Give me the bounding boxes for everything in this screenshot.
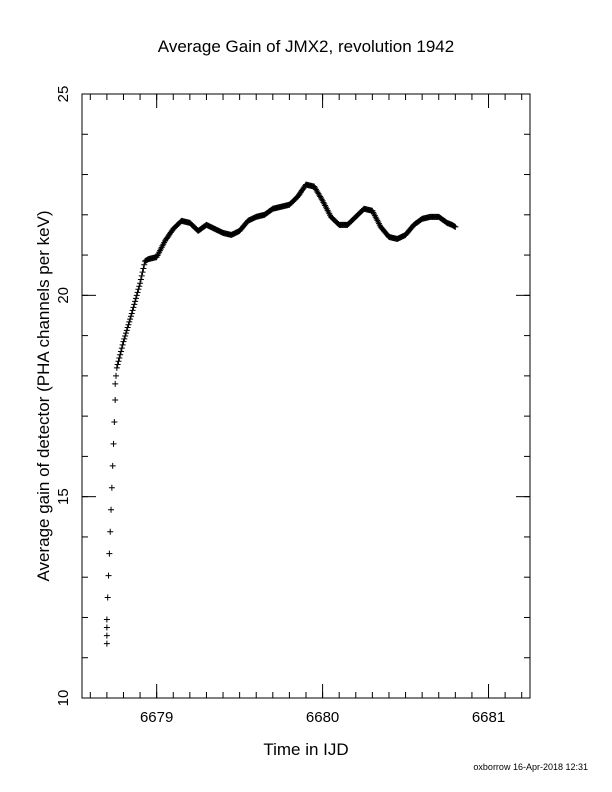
data-point	[118, 345, 125, 352]
data-point	[131, 301, 138, 308]
y-tick-label: 10	[55, 690, 72, 707]
data-point	[451, 223, 458, 230]
data-point	[122, 330, 129, 337]
data-point	[132, 298, 139, 305]
data-point	[135, 286, 142, 293]
tick-labels: 6679 6680 6681 10 15 20 25	[55, 86, 505, 726]
data-point	[120, 338, 127, 345]
data-point	[130, 304, 137, 311]
data-point	[139, 269, 146, 276]
x-tick-label: 6679	[140, 709, 173, 726]
data-point	[103, 632, 110, 639]
data-point	[127, 313, 134, 320]
data-point	[137, 276, 144, 283]
data-point	[129, 307, 136, 314]
x-tick-label: 6680	[306, 709, 339, 726]
data-point	[137, 280, 144, 287]
x-axis-label: Time in IJD	[263, 740, 348, 759]
data-point	[103, 640, 110, 647]
y-tick-label: 15	[55, 488, 72, 505]
data-point	[140, 265, 147, 272]
data-point	[122, 333, 129, 340]
data-point	[136, 283, 143, 290]
data-point	[123, 327, 130, 334]
data-point	[104, 594, 111, 601]
data-point	[109, 462, 116, 469]
data-point	[132, 295, 139, 302]
data-point	[117, 348, 124, 355]
data-point	[318, 196, 325, 203]
axis-ticks	[82, 93, 530, 699]
data-point	[134, 289, 141, 296]
data-point	[138, 272, 145, 279]
data-point	[106, 550, 113, 557]
y-axis-label: Average gain of detector (PHA channels p…	[34, 210, 53, 581]
y-tick-label: 25	[55, 86, 72, 103]
data-point	[105, 572, 112, 579]
data-point	[110, 440, 117, 447]
data-point	[108, 506, 115, 513]
data-point	[111, 418, 118, 425]
data-point	[114, 361, 121, 368]
footer-credit: oxborrow 16-Apr-2018 12:31	[473, 762, 588, 772]
data-point	[113, 372, 120, 379]
data-point	[108, 484, 115, 491]
data-point	[103, 624, 110, 631]
data-point	[119, 341, 126, 348]
y-tick-label: 20	[55, 287, 72, 304]
data-point	[141, 261, 148, 268]
data-point	[128, 310, 135, 317]
data-point	[103, 616, 110, 623]
data-point	[133, 292, 140, 299]
data-point	[121, 335, 128, 342]
data-point	[107, 528, 114, 535]
data-points	[103, 181, 459, 647]
data-point	[112, 397, 119, 404]
x-tick-label: 6681	[472, 709, 505, 726]
data-point	[113, 364, 120, 371]
data-point	[127, 316, 134, 323]
data-point	[126, 318, 133, 325]
data-point	[115, 358, 122, 365]
data-point	[452, 223, 459, 230]
data-point	[124, 324, 131, 331]
chart-title: Average Gain of JMX2, revolution 1942	[158, 37, 454, 56]
data-point	[125, 321, 132, 328]
data-point	[112, 380, 119, 387]
data-point	[117, 351, 124, 358]
data-point	[116, 354, 123, 361]
